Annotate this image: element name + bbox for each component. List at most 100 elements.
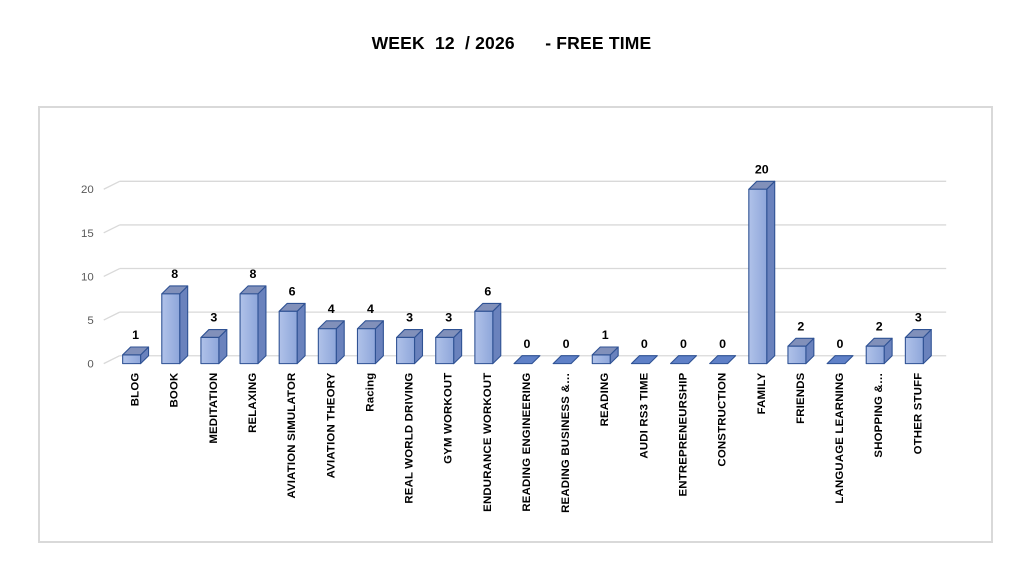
bar-value-label: 3 <box>445 311 452 325</box>
bar-aviation-theory[interactable] <box>317 320 345 365</box>
bar-racing[interactable] <box>356 320 384 365</box>
category-label: RELAXING <box>247 373 259 433</box>
bar-friends[interactable] <box>787 337 815 365</box>
category-label: READING BUSINESS &… <box>560 373 572 513</box>
category-label: AVIATION THEORY <box>325 372 337 478</box>
bar-value-label: 0 <box>719 337 726 351</box>
bar-value-label: 1 <box>132 328 139 342</box>
chart-area[interactable]: 0 5 10 15 20 1 BLOG 8 BOOK 3 MEDITATION 8 RELAXING 6 A… <box>38 106 993 543</box>
bar-front-face[interactable] <box>904 336 924 365</box>
bar-value-label: 0 <box>563 337 570 351</box>
bar-front-face[interactable] <box>239 293 259 365</box>
category-label: ENDURANCE WORKOUT <box>482 373 494 512</box>
bar-side-face[interactable] <box>766 180 776 365</box>
bar-relaxing[interactable] <box>239 285 267 365</box>
bar-value-label: 2 <box>876 319 883 333</box>
bar-shopping[interactable] <box>865 337 893 365</box>
bar-blog[interactable] <box>122 346 150 365</box>
bar-value-label: 0 <box>523 337 530 351</box>
bar-language-learning[interactable] <box>826 355 854 365</box>
bar-entrepreneurship[interactable] <box>670 355 697 365</box>
bar-reading[interactable] <box>591 346 619 365</box>
bar-other-stuff[interactable] <box>904 329 932 365</box>
bar-value-label: 0 <box>680 337 687 351</box>
bar-value-label: 0 <box>641 337 648 351</box>
gridline-depth-connector <box>103 311 120 321</box>
bar-value-label: 3 <box>915 311 922 325</box>
category-label: AUDI RS3 TIME <box>638 372 650 458</box>
category-label: BLOG <box>130 373 142 407</box>
chart-title: WEEK 12 / 2026 - FREE TIME <box>371 33 652 53</box>
bar-value-label: 3 <box>406 311 413 325</box>
bar-reading-engineering[interactable] <box>513 355 541 365</box>
category-label: LANGUAGE LEARNING <box>834 373 846 504</box>
category-label: ENTREPRENEURSHIP <box>677 372 689 496</box>
bar-family[interactable] <box>748 180 776 365</box>
category-label: SHOPPING &… <box>873 373 885 458</box>
bar-front-face[interactable] <box>356 328 376 365</box>
bar-front-face[interactable] <box>200 336 220 365</box>
bar-aviation-simulator[interactable] <box>278 302 306 365</box>
zero-bar-tile[interactable] <box>826 355 854 365</box>
category-label: Racing <box>364 373 376 412</box>
bar-endurance-workout[interactable] <box>474 302 502 365</box>
gridline-depth-connector <box>103 355 120 365</box>
bar-front-face[interactable] <box>787 345 807 365</box>
zero-bar-tile[interactable] <box>513 355 541 365</box>
bar-value-label: 4 <box>367 302 374 316</box>
bar-front-face[interactable] <box>161 293 181 365</box>
bar-front-face[interactable] <box>396 336 416 365</box>
bar-front-face[interactable] <box>591 354 611 365</box>
bar-front-face[interactable] <box>278 310 298 365</box>
category-label: OTHER STUFF <box>912 373 924 455</box>
bar-front-face[interactable] <box>435 336 455 365</box>
bar-value-label: 6 <box>484 284 491 298</box>
category-label: GYM WORKOUT <box>443 373 455 464</box>
category-label: CONSTRUCTION <box>717 373 729 467</box>
bar-chart-svg: 051015201BLOG8BOOK3MEDITATION8RELAXING6A… <box>81 162 947 513</box>
bar-construction[interactable] <box>709 355 737 365</box>
zero-bar-tile[interactable] <box>552 355 580 365</box>
bar-front-face[interactable] <box>865 345 885 365</box>
category-label: MEDITATION <box>208 373 220 444</box>
bar-front-face[interactable] <box>317 328 337 365</box>
category-label: FAMILY <box>756 372 768 414</box>
bar-real-world-driving[interactable] <box>396 329 424 365</box>
zero-bar-tile[interactable] <box>630 355 658 365</box>
category-label: READING ENGINEERING <box>521 373 533 512</box>
bar-value-label: 3 <box>210 311 217 325</box>
bar-book[interactable] <box>161 285 189 365</box>
y-axis-tick-label: 5 <box>87 315 93 327</box>
y-axis-tick-label: 20 <box>81 184 94 196</box>
y-axis-tick-label: 10 <box>81 271 94 283</box>
bar-reading-business[interactable] <box>552 355 580 365</box>
category-label: REAL WORLD DRIVING <box>404 373 416 504</box>
bar-value-label: 0 <box>837 337 844 351</box>
gridline-depth-connector <box>103 267 120 278</box>
zero-bar-tile[interactable] <box>709 355 737 365</box>
bar-side-face[interactable] <box>179 285 189 365</box>
category-label: READING <box>599 373 611 427</box>
bar-value-label: 2 <box>797 319 804 333</box>
bar-gym-workout[interactable] <box>435 329 463 365</box>
bar-side-face[interactable] <box>257 285 267 365</box>
gridline-depth-connector <box>103 224 120 234</box>
zero-bar-tile[interactable] <box>670 355 697 365</box>
bar-meditation[interactable] <box>200 329 228 365</box>
bar-value-label: 8 <box>171 267 178 281</box>
category-label: AVIATION SIMULATOR <box>286 373 298 499</box>
bar-value-label: 4 <box>328 302 335 316</box>
bar-side-face[interactable] <box>296 302 306 365</box>
category-label: FRIENDS <box>795 372 807 424</box>
bar-side-face[interactable] <box>492 302 502 365</box>
bar-front-face[interactable] <box>474 310 494 365</box>
y-axis-tick-label: 0 <box>87 359 93 371</box>
bar-front-face[interactable] <box>122 354 142 365</box>
bar-audi-rs3-time[interactable] <box>630 355 658 365</box>
bar-value-label: 8 <box>250 267 257 281</box>
gridline-depth-connector <box>103 180 120 190</box>
bar-value-label: 1 <box>602 328 609 342</box>
bar-value-label: 20 <box>755 162 769 176</box>
bar-front-face[interactable] <box>748 188 768 365</box>
